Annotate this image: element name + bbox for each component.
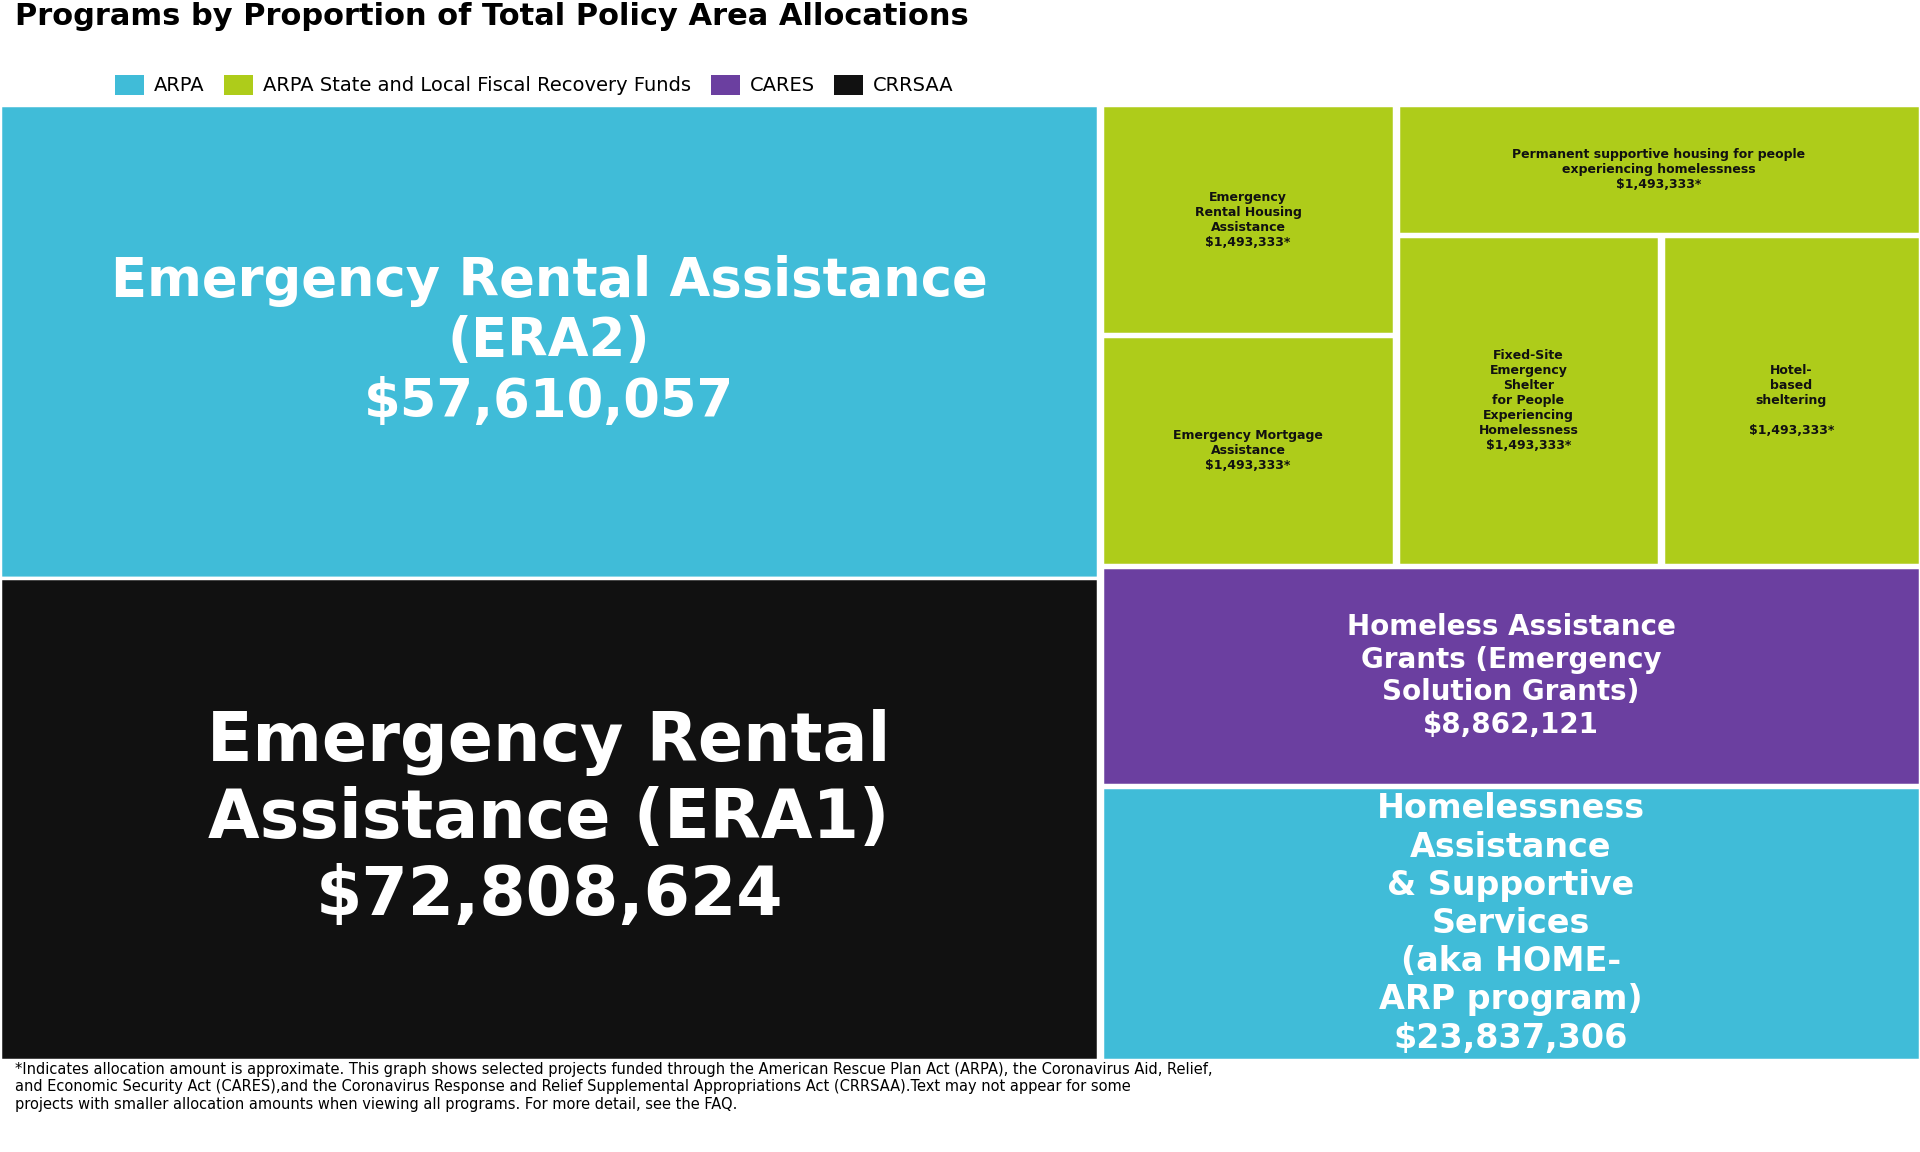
FancyBboxPatch shape [1102, 567, 1920, 785]
Text: Fixed-Site
Emergency
Shelter
for People
Experiencing
Homelessness
$1,493,333*: Fixed-Site Emergency Shelter for People … [1478, 349, 1578, 452]
Text: *Indicates allocation amount is approximate. This graph shows selected projects : *Indicates allocation amount is approxim… [15, 1062, 1213, 1112]
Text: Hotel-
based
sheltering

$1,493,333*: Hotel- based sheltering $1,493,333* [1749, 364, 1834, 437]
Text: Emergency Rental
Assistance (ERA1)
$72,808,624: Emergency Rental Assistance (ERA1) $72,8… [207, 708, 891, 929]
Text: Homeless Assistance
Grants (Emergency
Solution Grants)
$8,862,121: Homeless Assistance Grants (Emergency So… [1346, 614, 1676, 738]
Text: Permanent supportive housing for people
experiencing homelessness
$1,493,333*: Permanent supportive housing for people … [1513, 147, 1805, 191]
Text: Emergency
Rental Housing
Assistance
$1,493,333*: Emergency Rental Housing Assistance $1,4… [1194, 190, 1302, 249]
FancyBboxPatch shape [1102, 336, 1394, 566]
Text: Emergency Rental Assistance
(ERA2)
$57,610,057: Emergency Rental Assistance (ERA2) $57,6… [111, 255, 987, 427]
FancyBboxPatch shape [0, 577, 1098, 1060]
Text: Emergency Mortgage
Assistance
$1,493,333*: Emergency Mortgage Assistance $1,493,333… [1173, 430, 1323, 472]
FancyBboxPatch shape [1663, 236, 1920, 566]
Text: Homelessness
Assistance
& Supportive
Services
(aka HOME-
ARP program)
$23,837,30: Homelessness Assistance & Supportive Ser… [1377, 793, 1645, 1054]
FancyBboxPatch shape [0, 105, 1098, 577]
FancyBboxPatch shape [1398, 105, 1920, 234]
FancyBboxPatch shape [1102, 787, 1920, 1060]
FancyBboxPatch shape [1398, 236, 1659, 566]
Text: Programs by Proportion of Total Policy Area Allocations: Programs by Proportion of Total Policy A… [15, 2, 970, 31]
Legend: ARPA, ARPA State and Local Fiscal Recovery Funds, CARES, CRRSAA: ARPA, ARPA State and Local Fiscal Recove… [115, 75, 954, 96]
FancyBboxPatch shape [1102, 105, 1394, 334]
